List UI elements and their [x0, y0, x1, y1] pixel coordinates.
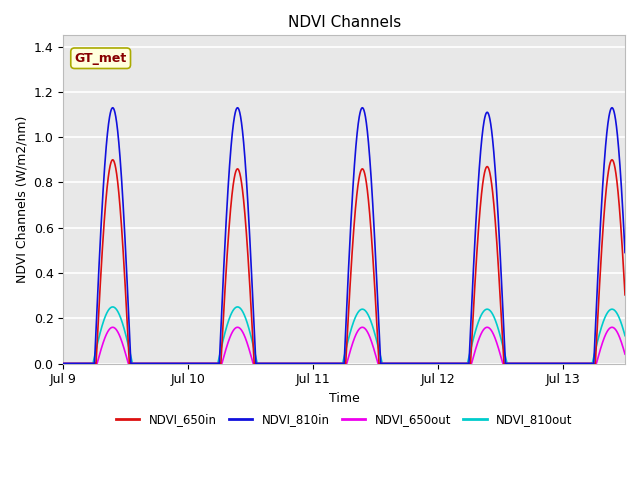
NDVI_810out [396, 360, 404, 366]
Line: NDVI_810out: NDVI_810out [63, 307, 625, 363]
NDVI_650out [479, 328, 486, 334]
Line: NDVI_650in: NDVI_650in [63, 160, 625, 363]
Line: NDVI_810in: NDVI_810in [63, 108, 625, 363]
Title: NDVI Channels: NDVI Channels [287, 15, 401, 30]
Y-axis label: NDVI Channels (W/m2/nm): NDVI Channels (W/m2/nm) [15, 116, 28, 283]
X-axis label: Time: Time [329, 392, 360, 405]
NDVI_810out [60, 360, 67, 366]
NDVI_810in [109, 105, 116, 110]
NDVI_810in [274, 360, 282, 366]
NDVI_650out [60, 360, 67, 366]
NDVI_650out [522, 360, 529, 366]
NDVI_650in [522, 360, 529, 366]
NDVI_810out [479, 310, 486, 316]
NDVI_650out [274, 360, 282, 366]
NDVI_650out [621, 351, 629, 357]
Line: NDVI_650out: NDVI_650out [63, 327, 625, 363]
NDVI_810in [60, 360, 67, 366]
NDVI_650in [161, 360, 169, 366]
NDVI_810in [396, 360, 404, 366]
NDVI_650in [425, 360, 433, 366]
NDVI_810out [274, 360, 282, 366]
NDVI_650in [621, 292, 629, 298]
NDVI_650in [274, 360, 282, 366]
NDVI_810out [425, 360, 433, 366]
NDVI_650out [161, 360, 169, 366]
NDVI_810out [109, 304, 116, 310]
NDVI_810in [425, 360, 433, 366]
NDVI_810in [479, 130, 486, 135]
NDVI_810in [161, 360, 169, 366]
NDVI_810in [522, 360, 529, 366]
NDVI_650out [109, 324, 116, 330]
NDVI_810out [161, 360, 169, 366]
NDVI_650in [396, 360, 404, 366]
NDVI_810out [621, 333, 629, 338]
NDVI_810in [621, 250, 629, 255]
Legend: NDVI_650in, NDVI_810in, NDVI_650out, NDVI_810out: NDVI_650in, NDVI_810in, NDVI_650out, NDV… [111, 409, 577, 431]
NDVI_650out [425, 360, 433, 366]
NDVI_650in [479, 182, 486, 188]
NDVI_650in [109, 157, 116, 163]
Text: GT_met: GT_met [74, 52, 127, 65]
NDVI_810out [522, 360, 529, 366]
NDVI_650out [396, 360, 404, 366]
NDVI_650in [60, 360, 67, 366]
